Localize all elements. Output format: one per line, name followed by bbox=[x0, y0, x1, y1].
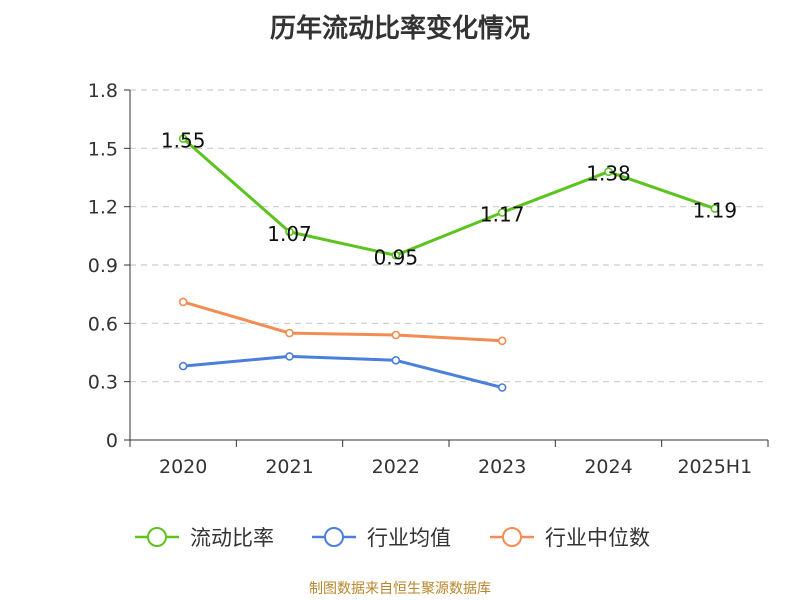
x-tick-label: 2024 bbox=[584, 456, 632, 478]
x-tick-label: 2023 bbox=[478, 456, 526, 478]
data-point bbox=[391, 355, 401, 365]
data-point bbox=[497, 383, 507, 392]
legend-label: 行业均值 bbox=[367, 526, 451, 550]
data-label: 1.38 bbox=[586, 162, 631, 186]
x-tick-label: 2020 bbox=[159, 456, 207, 478]
data-label: 1.17 bbox=[480, 203, 525, 227]
data-point bbox=[285, 227, 294, 237]
legend: 流动比率 行业均值 行业中位数 bbox=[135, 526, 650, 550]
data-point bbox=[285, 328, 294, 338]
y-tick-label: 1.5 bbox=[88, 138, 118, 160]
data-point bbox=[178, 297, 188, 307]
data-label: 1.07 bbox=[267, 222, 312, 246]
data-point bbox=[178, 361, 188, 371]
legend-label: 行业中位数 bbox=[545, 526, 650, 550]
data-point bbox=[604, 167, 613, 176]
data-label: 1.19 bbox=[693, 199, 738, 223]
series-line-1 bbox=[183, 354, 503, 389]
legend-label: 流动比率 bbox=[190, 526, 274, 550]
axes: 0 0.3 0.6 0.9 1.2 1.5 1.8 2020 2021 2022 2023 2024 2… bbox=[88, 80, 769, 478]
legend-swatch-marker bbox=[147, 527, 167, 547]
legend-item: 行业中位数 bbox=[490, 526, 650, 550]
data-point bbox=[391, 250, 401, 260]
legend-item: 行业均值 bbox=[312, 526, 451, 550]
data-point bbox=[178, 134, 188, 143]
y-tick-label: 0.3 bbox=[88, 372, 118, 394]
x-tick-label: 2022 bbox=[372, 456, 420, 478]
data-point bbox=[710, 204, 720, 213]
legend-swatch-marker bbox=[502, 527, 522, 547]
data-point bbox=[391, 330, 401, 340]
x-tick-label: 2021 bbox=[265, 456, 313, 478]
series-lines bbox=[178, 134, 720, 392]
y-tick-label: 0.6 bbox=[88, 313, 118, 335]
y-tick-label: 1.2 bbox=[88, 197, 118, 219]
data-point bbox=[497, 336, 507, 346]
data-point bbox=[497, 208, 507, 217]
series-line-0 bbox=[182, 137, 716, 257]
chart-title: 历年流动比率变化情况 bbox=[269, 14, 530, 44]
y-tick-label: 1.8 bbox=[88, 80, 118, 102]
data-label: 0.95 bbox=[374, 245, 419, 269]
legend-item: 流动比率 bbox=[135, 526, 274, 550]
grid-lines bbox=[130, 89, 768, 383]
source-note: 制图数据来自恒生聚源数据库 bbox=[309, 581, 491, 597]
data-label: 1.55 bbox=[161, 129, 206, 153]
data-point bbox=[285, 352, 294, 361]
y-tick-label: 0 bbox=[106, 430, 118, 452]
data-labels: 1.55 1.07 0.95 1.17 1.38 1.19 bbox=[161, 129, 737, 270]
y-tick-label: 0.9 bbox=[88, 255, 118, 277]
x-tick-label: 2025H1 bbox=[677, 456, 752, 478]
series-line-2 bbox=[182, 300, 503, 343]
legend-swatch-marker bbox=[324, 527, 344, 547]
